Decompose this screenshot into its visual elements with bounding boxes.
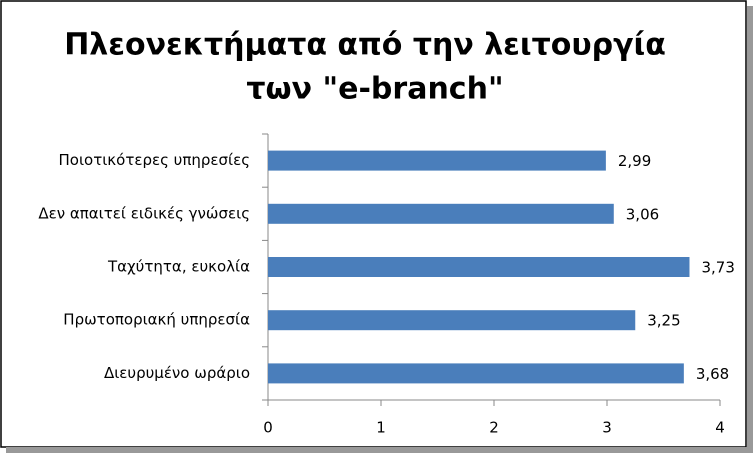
bar xyxy=(268,203,614,224)
bar xyxy=(268,257,690,277)
value-label: 3,25 xyxy=(647,312,680,330)
frame-shadow xyxy=(6,447,753,453)
value-label: 3,68 xyxy=(696,365,729,383)
value-label: 2,99 xyxy=(618,152,651,170)
chart-title: των "e-branch" xyxy=(246,72,503,107)
x-tick-label: 0 xyxy=(263,419,273,437)
y-tick-label: Ποιοτικότερες υπηρεσίες xyxy=(58,151,250,169)
y-tick-label: Πρωτοποριακή υπηρεσία xyxy=(63,311,250,329)
x-tick-label: 4 xyxy=(715,419,725,437)
frame-shadow xyxy=(747,6,753,452)
y-tick-label: Ταχύτητα, ευκολία xyxy=(107,258,250,276)
y-tick-label: Διευρυμένο ωράριο xyxy=(104,364,250,382)
value-label: 3,73 xyxy=(701,259,734,277)
chart-title: Πλεονεκτήματα από την λειτουργία xyxy=(64,28,666,63)
value-label: 3,06 xyxy=(626,205,659,223)
x-tick-label: 2 xyxy=(489,419,499,437)
bar xyxy=(268,363,684,384)
x-tick-label: 3 xyxy=(602,419,612,437)
x-tick-label: 1 xyxy=(376,419,386,437)
bar xyxy=(268,310,636,331)
bar xyxy=(268,150,606,171)
y-tick-label: Δεν απαιτεί ειδικές γνώσεις xyxy=(38,204,250,222)
